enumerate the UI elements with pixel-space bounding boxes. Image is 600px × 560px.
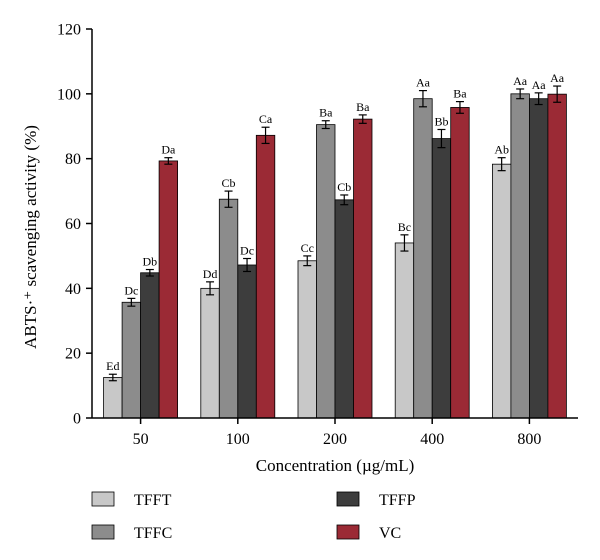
significance-label: Dc (124, 283, 138, 297)
y-axis-label: ABTS·⁺ scavenging activity (%) (21, 125, 40, 349)
significance-label: Da (161, 143, 176, 157)
significance-label: Cb (222, 176, 236, 190)
bar-tffc-100 (218, 198, 239, 419)
significance-label: Dd (203, 267, 218, 281)
bar-vc-100 (255, 134, 276, 419)
bar-vc-800 (547, 93, 567, 419)
significance-label: Ab (494, 143, 509, 157)
bar-tffp-100 (237, 264, 257, 419)
bar-tfft-800 (491, 163, 512, 419)
significance-label: Cc (301, 241, 314, 255)
y-tick-label: 20 (65, 346, 81, 363)
legend-swatch (91, 491, 115, 507)
bar-tffc-800 (510, 93, 530, 419)
x-axis-label: Concentration (µg/mL) (256, 456, 415, 475)
legend-item-tffp: TFFP (336, 491, 416, 509)
legend-label: TFFP (379, 492, 416, 509)
significance-label: Cb (337, 180, 351, 194)
significance-label: Db (143, 255, 158, 269)
legend-label: VC (379, 525, 401, 542)
y-tick-label: 0 (73, 411, 81, 428)
bar-tfft-200 (297, 260, 317, 419)
bar-tffc-200 (316, 124, 336, 419)
significance-label: Ed (106, 359, 119, 373)
significance-label: Bc (398, 220, 411, 234)
significance-label: Aa (532, 78, 547, 92)
bar-vc-400 (450, 107, 470, 419)
y-tick-label: 80 (65, 151, 81, 168)
y-tick-label: 60 (65, 216, 81, 233)
x-tick-label: 800 (517, 431, 541, 448)
bar-tffp-50 (140, 272, 160, 419)
x-tick-label: 50 (133, 431, 149, 448)
bar-vc-200 (353, 118, 373, 419)
bar-vc-50 (158, 160, 179, 419)
significance-label: Aa (416, 76, 431, 90)
bar-tfft-100 (200, 287, 220, 419)
significance-label: Bb (434, 114, 448, 128)
significance-label: Ca (259, 112, 273, 126)
y-tick-label: 100 (57, 86, 81, 103)
significance-label: Aa (513, 74, 528, 88)
significance-label: Ba (453, 87, 467, 101)
x-tick-label: 400 (420, 431, 444, 448)
bar-tffc-400 (413, 98, 433, 419)
bar-tffp-800 (529, 98, 549, 419)
legend-item-tfft: TFFT (91, 491, 172, 509)
significance-label: Ba (319, 106, 333, 120)
x-tick-label: 200 (323, 431, 347, 448)
bar-tffc-50 (121, 301, 141, 419)
bar-tffp-400 (431, 138, 452, 419)
y-tick-label: 120 (57, 22, 81, 39)
bar-tfft-400 (394, 242, 415, 419)
legend-label: TFFT (134, 492, 172, 509)
significance-label: Dc (240, 244, 254, 258)
legend-swatch (336, 524, 360, 540)
legend-label: TFFC (134, 525, 172, 542)
bar-tfft-50 (103, 377, 123, 419)
bar-tffp-200 (334, 199, 354, 419)
legend-swatch (336, 491, 360, 507)
x-tick-label: 100 (226, 431, 250, 448)
legend: TFFT TFFC TFFP VC (91, 491, 416, 542)
bars-group (103, 85, 567, 419)
axes-group: 0 20 40 60 80 100 120 50 100 200 400 800 (57, 22, 578, 448)
significance-label: Ba (356, 100, 370, 114)
legend-item-vc: VC (336, 524, 401, 542)
legend-swatch (91, 524, 115, 540)
legend-item-tffc: TFFC (91, 524, 172, 542)
significance-label: Aa (550, 71, 565, 85)
y-tick-label: 40 (65, 281, 81, 298)
